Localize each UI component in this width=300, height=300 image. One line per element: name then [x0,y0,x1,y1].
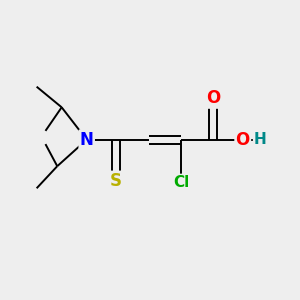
Text: H: H [254,132,267,147]
Text: O: O [236,131,250,149]
Text: Cl: Cl [173,175,189,190]
Text: S: S [110,172,122,190]
Text: O: O [206,89,220,107]
Text: N: N [80,131,94,149]
